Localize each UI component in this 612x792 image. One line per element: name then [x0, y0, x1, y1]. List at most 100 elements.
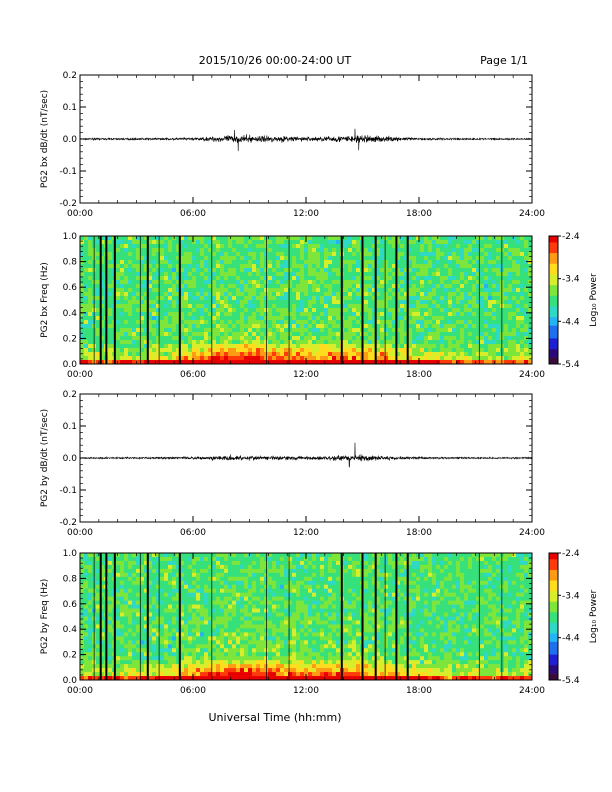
- spectrogram-cell: [180, 560, 185, 566]
- spectrogram-cell: [180, 608, 185, 613]
- spectrogram-cell: [488, 296, 493, 301]
- spectrogram-cell: [456, 340, 461, 345]
- spectrogram-cell: [380, 336, 385, 341]
- spectrogram-cell: [200, 244, 205, 249]
- spectrogram-cell: [288, 248, 293, 253]
- spectrogram-cell: [100, 348, 105, 353]
- spectrogram-cell: [136, 592, 141, 597]
- spectrogram-cell: [84, 320, 89, 325]
- spectrogram-cell: [216, 292, 221, 297]
- spectrogram-cell: [392, 252, 397, 257]
- spectrogram-cell: [132, 584, 137, 590]
- spectrogram-cell: [484, 332, 489, 337]
- spectrogram-cell: [396, 348, 401, 353]
- spectrogram-cell: [300, 284, 305, 289]
- spectrogram-cell: [508, 340, 513, 345]
- spectrogram-cell: [156, 608, 161, 613]
- spectrogram-cell: [428, 236, 433, 241]
- spectrogram-cell: [256, 340, 261, 345]
- spectrogram-cell: [344, 344, 349, 349]
- spectrogram-cell: [84, 664, 89, 669]
- spectrogram-cell: [376, 296, 381, 301]
- spectrogram-cell: [260, 324, 265, 329]
- spectrogram-cell: [120, 260, 125, 265]
- spectrogram-cell: [416, 356, 421, 361]
- spectrogram-cell: [116, 600, 121, 605]
- spectrogram-cell: [392, 328, 397, 333]
- spectrogram-cell: [108, 264, 113, 269]
- spectrogram-cell: [524, 332, 529, 337]
- spectrogram-cell: [480, 244, 485, 249]
- spectrogram-cell: [232, 252, 237, 257]
- spectrogram-cell: [128, 276, 133, 281]
- spectrogram-cell: [348, 332, 353, 337]
- spectrogram-cell: [180, 672, 185, 677]
- spectrogram-cell: [172, 336, 177, 341]
- colorbar-swatch: [549, 359, 558, 363]
- spectrogram-cell: [392, 256, 397, 261]
- spectrogram-cell: [244, 308, 249, 313]
- spectrogram-cell: [152, 248, 157, 253]
- spectrogram-cell: [268, 268, 273, 273]
- spectrogram-cell: [480, 296, 485, 301]
- spectrogram-cell: [108, 660, 113, 665]
- spectrogram-cell: [128, 292, 133, 297]
- spectrogram-cell: [80, 604, 85, 609]
- spectrogram-cell: [192, 244, 197, 249]
- spectrogram-cell: [388, 304, 393, 309]
- spectrogram-cell: [344, 264, 349, 269]
- spectrogram-cell: [140, 596, 145, 601]
- spectrogram-cell: [136, 564, 141, 570]
- spectrogram-cell: [108, 664, 113, 669]
- spectrogram-cell: [228, 312, 233, 317]
- spectrogram-cell: [196, 356, 201, 361]
- spectrogram-cell: [284, 356, 289, 361]
- spectrogram-cell: [296, 340, 301, 345]
- spectrogram-cell: [488, 356, 493, 361]
- spectrogram-cell: [528, 252, 533, 257]
- spectrogram-cell: [352, 260, 357, 265]
- spectrogram-cell: [220, 256, 225, 261]
- spectrogram-cell: [352, 276, 357, 281]
- spectrogram-cell: [364, 296, 369, 301]
- spectrogram-cell: [212, 252, 217, 257]
- spectrogram-cell: [480, 292, 485, 297]
- spectrogram-cell: [188, 240, 193, 245]
- spectrogram-cell: [452, 348, 457, 353]
- spectrogram-cell: [168, 553, 173, 558]
- spectrogram-cell: [200, 348, 205, 353]
- spectrogram-cell: [396, 252, 401, 257]
- spectrogram-cell: [168, 260, 173, 265]
- spectrogram-cell: [120, 320, 125, 325]
- spectrogram-cell: [152, 612, 157, 617]
- spectrogram-cell: [184, 304, 189, 309]
- spectrogram-cell: [328, 312, 333, 317]
- spectrogram-cell: [128, 316, 133, 321]
- spectrogram-cell: [404, 268, 409, 273]
- spectrogram-cell: [168, 268, 173, 273]
- spectrogram-cell: [524, 236, 529, 241]
- spectrogram-cell: [332, 284, 337, 289]
- spectrogram-cell: [508, 284, 513, 289]
- spectrogram-cell: [208, 352, 213, 357]
- spectrogram-cell: [132, 644, 137, 649]
- spectrogram-cell: [460, 336, 465, 341]
- spectrogram-cell: [328, 276, 333, 281]
- spectrogram-cell: [148, 564, 153, 570]
- spectrogram-cell: [224, 332, 229, 337]
- spectrogram-cell: [236, 256, 241, 261]
- spectrogram-cell: [88, 604, 93, 609]
- spectrogram-cell: [176, 644, 181, 649]
- spectrogram-cell: [244, 300, 249, 305]
- spectrogram-cell: [160, 676, 165, 681]
- spectrogram-cell: [80, 624, 85, 629]
- spectrogram-cell: [184, 256, 189, 261]
- spectrogram-cell: [292, 240, 297, 245]
- spectrogram-cell: [168, 580, 173, 586]
- spectrogram-cell: [152, 620, 157, 625]
- spectrogram-cell: [316, 352, 321, 357]
- spectrogram-cell: [196, 360, 201, 365]
- spectrogram-cell: [384, 260, 389, 265]
- spectrogram-cell: [136, 576, 141, 582]
- spectrogram-cell: [136, 624, 141, 629]
